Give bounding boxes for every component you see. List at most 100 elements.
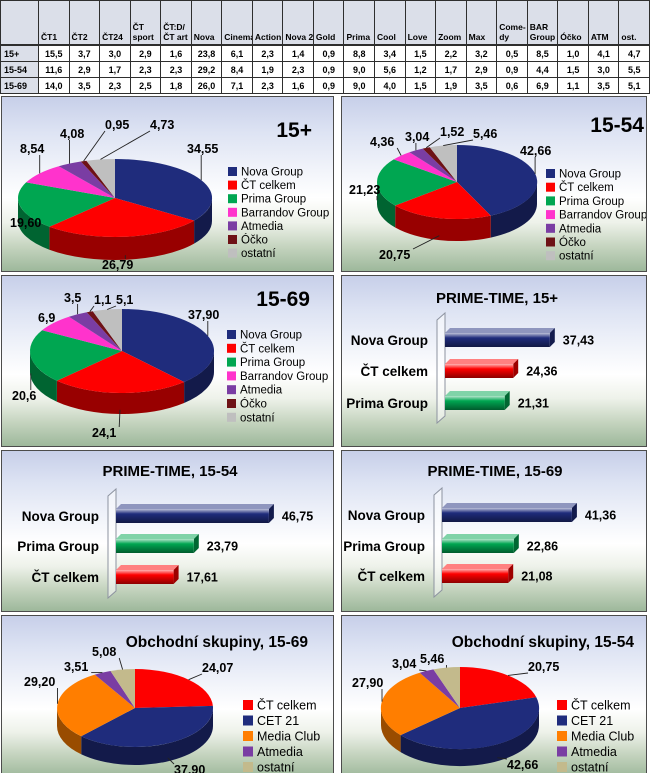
- column-header: ost.: [618, 0, 650, 46]
- table-cell: 3,5: [465, 77, 498, 94]
- label-leader-line: [107, 305, 117, 310]
- chart-title: 15-54: [590, 114, 644, 137]
- slice-value-label: 3,04: [405, 130, 429, 144]
- value-label: 17,61: [187, 571, 218, 585]
- legend-swatch: [546, 237, 555, 247]
- axis-wall: [436, 311, 446, 425]
- table-cell: 3,0: [99, 44, 131, 62]
- category-label: ČT celkem: [360, 364, 428, 379]
- legend-label: Atmedia: [241, 221, 284, 233]
- legend-label: ČT celkem: [559, 181, 614, 194]
- table-cell: 1,1: [557, 77, 589, 94]
- table-cell: 3,5: [68, 77, 101, 94]
- pie-slice-side: [57, 708, 82, 755]
- pie-slice-side: [194, 198, 213, 244]
- pie-slice: [58, 161, 115, 198]
- legend-item: Óčko: [546, 236, 586, 249]
- legend-item: ČT celkem: [243, 698, 317, 713]
- label-leader-line: [396, 147, 402, 156]
- table-cell: 0,9: [496, 61, 528, 78]
- table-cell: 1,6: [282, 77, 314, 94]
- category-label: ČT celkem: [31, 570, 99, 585]
- pie-slice: [429, 145, 457, 182]
- slice-value-label: 3,51: [64, 660, 88, 674]
- legend-swatch: [557, 700, 567, 710]
- legend-label: Atmedia: [559, 223, 602, 235]
- legend-label: Nova Group: [559, 169, 621, 181]
- label-leader-line: [167, 757, 175, 765]
- table-cell: 3,2: [465, 44, 498, 62]
- bar-top-face: [442, 564, 514, 569]
- pie-slice: [460, 667, 537, 708]
- row-header: 15-69: [0, 77, 39, 94]
- slice-value-label: 34,55: [187, 142, 218, 156]
- legend-swatch: [228, 180, 237, 190]
- legend-swatch: [227, 371, 236, 381]
- pie-15plus-panel: 34,55 26,79 19,60 8,54 4,08 0,95 4,73 15+ Nova G…: [1, 96, 334, 272]
- slice-value-label: 0,95: [105, 118, 129, 132]
- legend-label: Barrandov Group: [559, 210, 646, 222]
- pie-slice: [81, 705, 214, 747]
- share-table-head: ČT1 ČT2 ČT24 ČT sport ČT:D/ ČT art Nova Cinema…: [0, 0, 650, 46]
- column-header: Nova 2: [282, 0, 314, 46]
- table-cell: 1,9: [251, 61, 284, 78]
- table-cell: 1,2: [404, 61, 437, 78]
- pie-chart: 42,66 20,75 21,23 4,36 3,04 1,52 5,46 15-54 Nova…: [349, 114, 646, 263]
- legend-item: Prima Group: [227, 357, 305, 369]
- legend-label: Óčko: [559, 236, 586, 249]
- table-cell: 8,5: [526, 44, 559, 62]
- column-header: ČT:D/ ČT art: [160, 0, 192, 46]
- bar: [116, 570, 174, 584]
- bar-top-face: [116, 534, 199, 539]
- chart-grid: 34,55 26,79 19,60 8,54 4,08 0,95 4,73 15+ Nova G…: [1, 96, 650, 773]
- pie-slice: [122, 309, 215, 382]
- slice-value-label: 37,90: [174, 763, 205, 773]
- pie-15-54-panel: 42,66 20,75 21,23 4,36 3,04 1,52 5,46 15-54 Nova…: [341, 96, 647, 272]
- column-header: ČT sport: [129, 0, 162, 46]
- pie-slice: [49, 198, 195, 237]
- column-header: Cool: [374, 0, 406, 46]
- chart-title: Obchodní skupiny, 15-69: [126, 634, 309, 651]
- pie-slice: [135, 669, 213, 708]
- pie-slice: [380, 672, 460, 736]
- column-header: BAR Group: [526, 0, 559, 46]
- label-leader-line: [497, 757, 508, 760]
- slice-value-label: 3,04: [392, 657, 416, 671]
- table-cell: 0,6: [496, 77, 528, 94]
- legend-label: Barrandov Group: [241, 207, 329, 219]
- column-header: ČT2: [68, 0, 101, 46]
- slice-value-label: 20,75: [528, 660, 559, 674]
- table-cell: 1,7: [99, 61, 131, 78]
- slice-value-label: 3,5: [64, 291, 81, 305]
- table-cell: 3,4: [374, 44, 406, 62]
- bar: [442, 569, 509, 583]
- legend-swatch: [557, 746, 567, 757]
- pie-slice: [395, 182, 491, 220]
- legend-label: Nova Group: [240, 330, 302, 342]
- column-header: Nova: [190, 0, 223, 46]
- legend-item: Media Club: [243, 730, 320, 744]
- legend-swatch: [557, 731, 567, 741]
- slice-value-label: 1,1: [94, 293, 111, 307]
- slice-value-label: 5,1: [116, 293, 133, 307]
- table-cell: 8,4: [221, 61, 253, 78]
- table-cell: 23,8: [190, 44, 223, 62]
- pie-slice: [56, 351, 185, 394]
- bar-top-face: [116, 504, 274, 509]
- legend-swatch: [243, 700, 253, 710]
- bar-end-face: [268, 504, 274, 523]
- slice-value-label: 29,20: [24, 675, 55, 689]
- column-header: Max: [465, 0, 498, 46]
- legend-item: Óčko: [227, 398, 267, 411]
- label-leader-line: [118, 409, 121, 428]
- table-cell: 2,3: [160, 61, 192, 78]
- legend-swatch: [546, 210, 555, 220]
- legend-swatch: [546, 169, 555, 178]
- legend-label: ostatní: [571, 761, 609, 773]
- legend-item: Nova Group: [227, 330, 302, 342]
- legend-item: ostatní: [227, 412, 275, 424]
- legend-swatch: [228, 235, 237, 244]
- row-header: 15+: [0, 44, 39, 62]
- table-cell: 2,5: [129, 77, 162, 94]
